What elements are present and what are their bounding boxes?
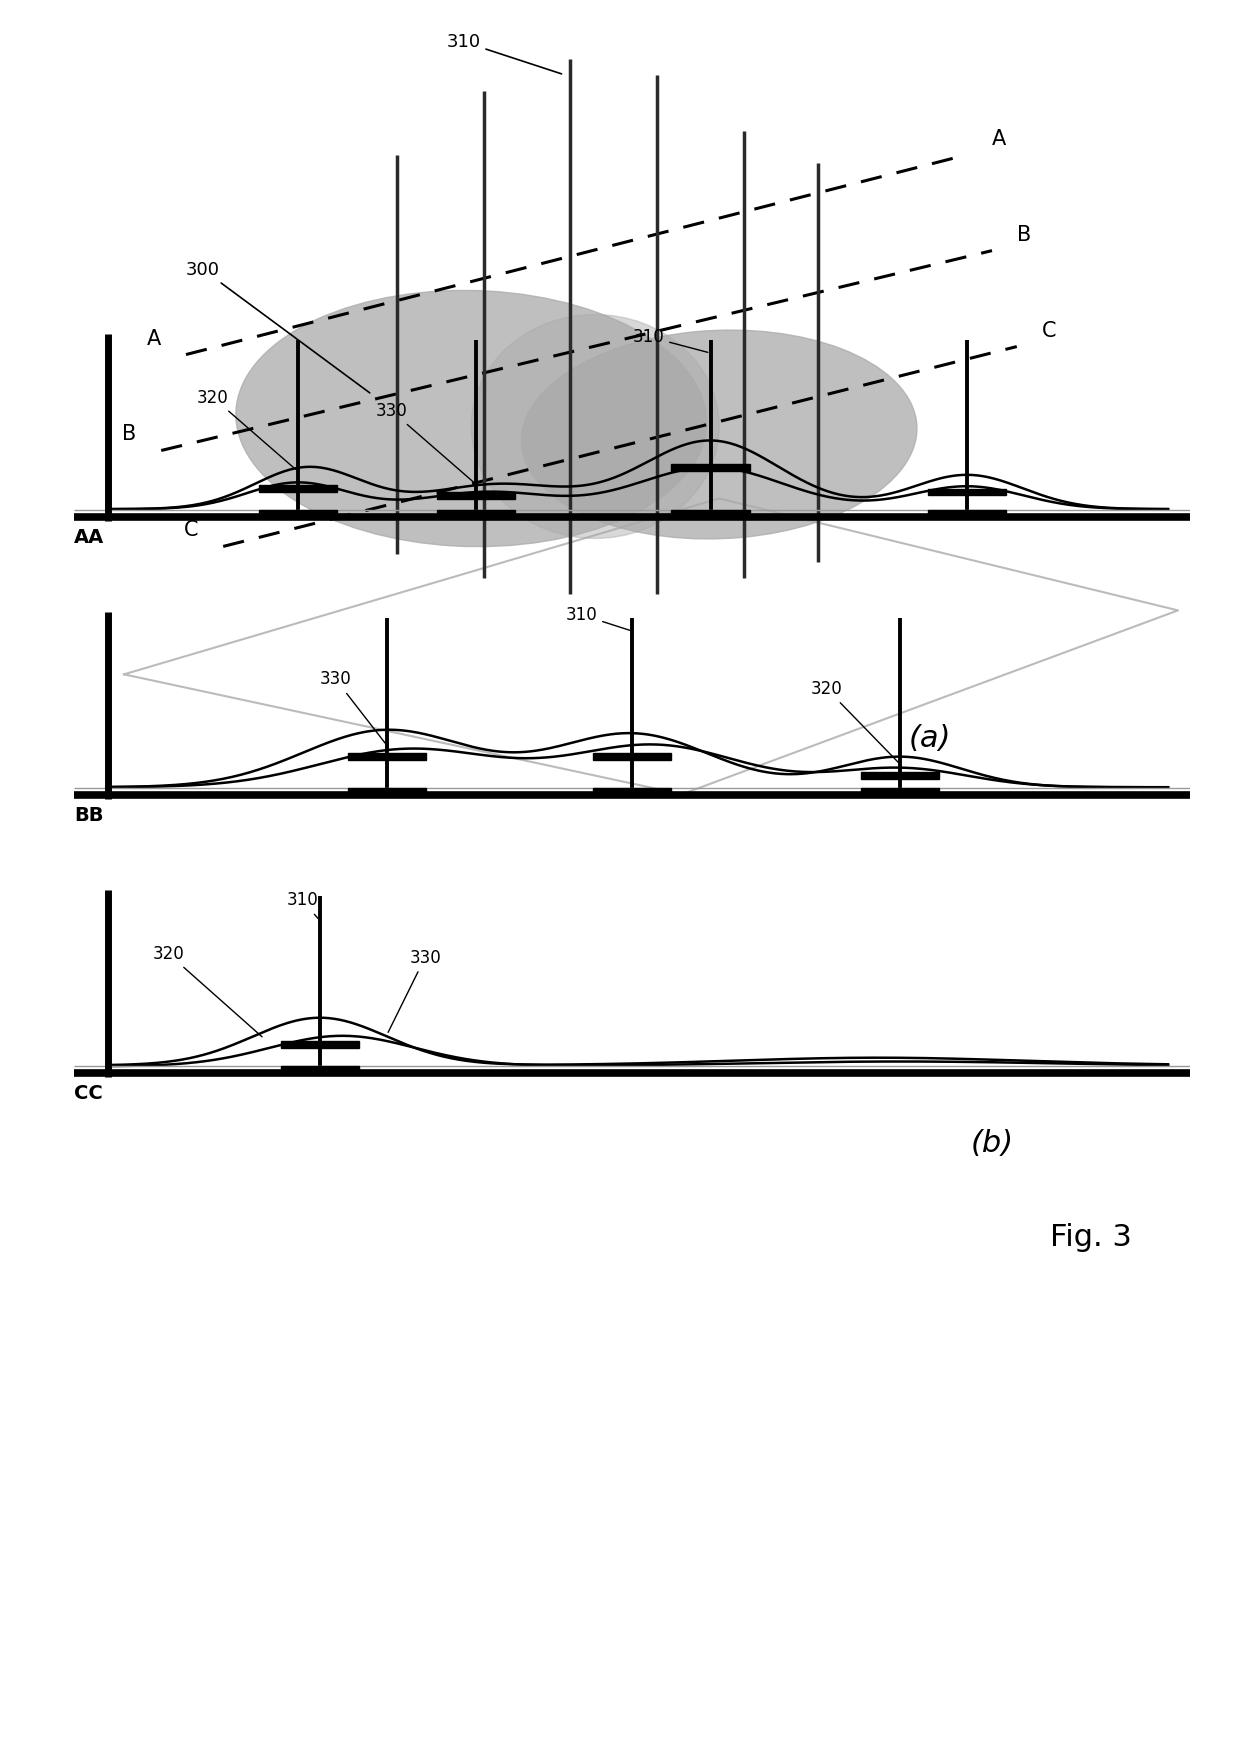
Text: 330: 330 xyxy=(388,949,441,1032)
Bar xyxy=(671,464,749,471)
Text: B: B xyxy=(123,424,136,445)
Bar xyxy=(258,509,336,516)
Text: 300: 300 xyxy=(186,261,370,393)
Text: 310: 310 xyxy=(565,607,630,631)
Ellipse shape xyxy=(236,290,707,547)
Text: 310: 310 xyxy=(286,892,319,919)
Text: AA: AA xyxy=(74,528,104,547)
Bar xyxy=(258,485,336,492)
Text: A: A xyxy=(992,129,1006,149)
Text: 330: 330 xyxy=(376,401,474,483)
Text: 320: 320 xyxy=(153,945,262,1038)
Ellipse shape xyxy=(522,330,916,539)
Bar xyxy=(861,772,939,779)
Text: 320: 320 xyxy=(197,389,295,469)
Text: C: C xyxy=(1042,320,1056,341)
Text: 310: 310 xyxy=(446,33,562,75)
Ellipse shape xyxy=(471,315,719,539)
Text: BB: BB xyxy=(74,806,104,826)
Text: Fig. 3: Fig. 3 xyxy=(1050,1224,1132,1251)
Bar xyxy=(280,1041,360,1048)
Bar xyxy=(436,492,515,499)
Text: C: C xyxy=(184,520,198,541)
Bar xyxy=(436,509,515,516)
Text: A: A xyxy=(148,328,161,349)
Bar xyxy=(347,753,427,760)
Bar xyxy=(928,488,1006,495)
Text: (a): (a) xyxy=(909,723,951,753)
Bar xyxy=(861,787,939,794)
Text: 320: 320 xyxy=(811,680,898,763)
Bar xyxy=(928,509,1006,516)
Bar xyxy=(593,787,671,794)
Bar xyxy=(347,787,427,794)
Text: (b): (b) xyxy=(971,1130,1013,1158)
Text: CC: CC xyxy=(74,1085,103,1104)
Bar xyxy=(280,1065,360,1072)
Text: 310: 310 xyxy=(632,328,708,353)
Bar xyxy=(671,509,749,516)
Text: 330: 330 xyxy=(320,671,386,744)
Text: B: B xyxy=(1017,224,1030,245)
Bar xyxy=(593,753,671,760)
